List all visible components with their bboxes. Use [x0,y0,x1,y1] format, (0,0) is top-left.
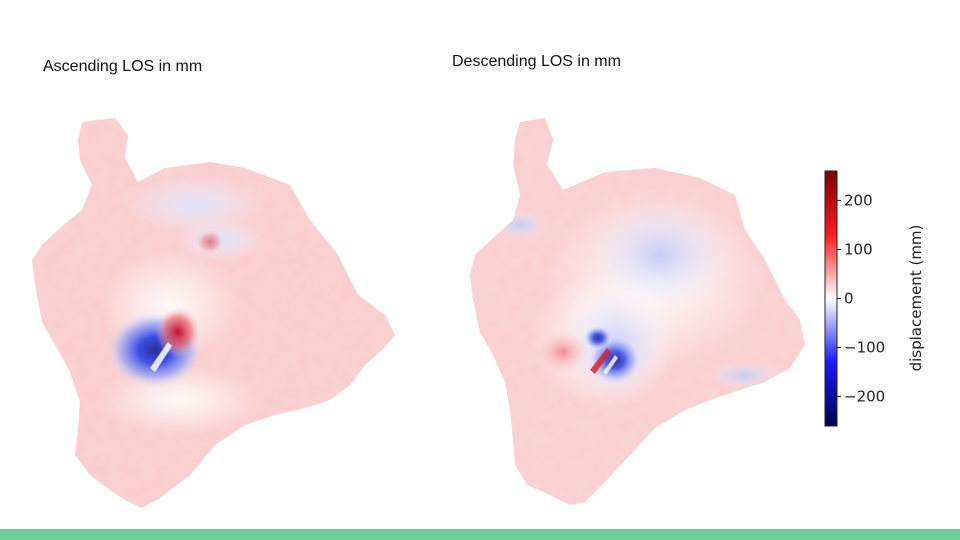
ascending-panel-title: Ascending LOS in mm [43,58,203,75]
footer-accent-bar [0,529,960,540]
colorbar-tick-label: 200 [844,191,873,209]
colorbar-tick-label: −200 [844,388,885,406]
colorbar-tick-label: 0 [844,290,854,308]
displacement-colorbar: 200 100 0 −100 −200 displacement (mm) [824,170,925,427]
colorbar-label: displacement (mm) [907,225,925,372]
colorbar-gradient [824,170,838,427]
colorbar-ticks: 200 100 0 −100 −200 [837,191,885,406]
colorbar-tick-label: 100 [844,240,873,258]
descending-panel-title: Descending LOS in mm [452,53,621,70]
colorbar-tick-label: −100 [844,339,885,357]
descending-los-map [470,118,805,505]
ascending-los-map [32,118,395,508]
